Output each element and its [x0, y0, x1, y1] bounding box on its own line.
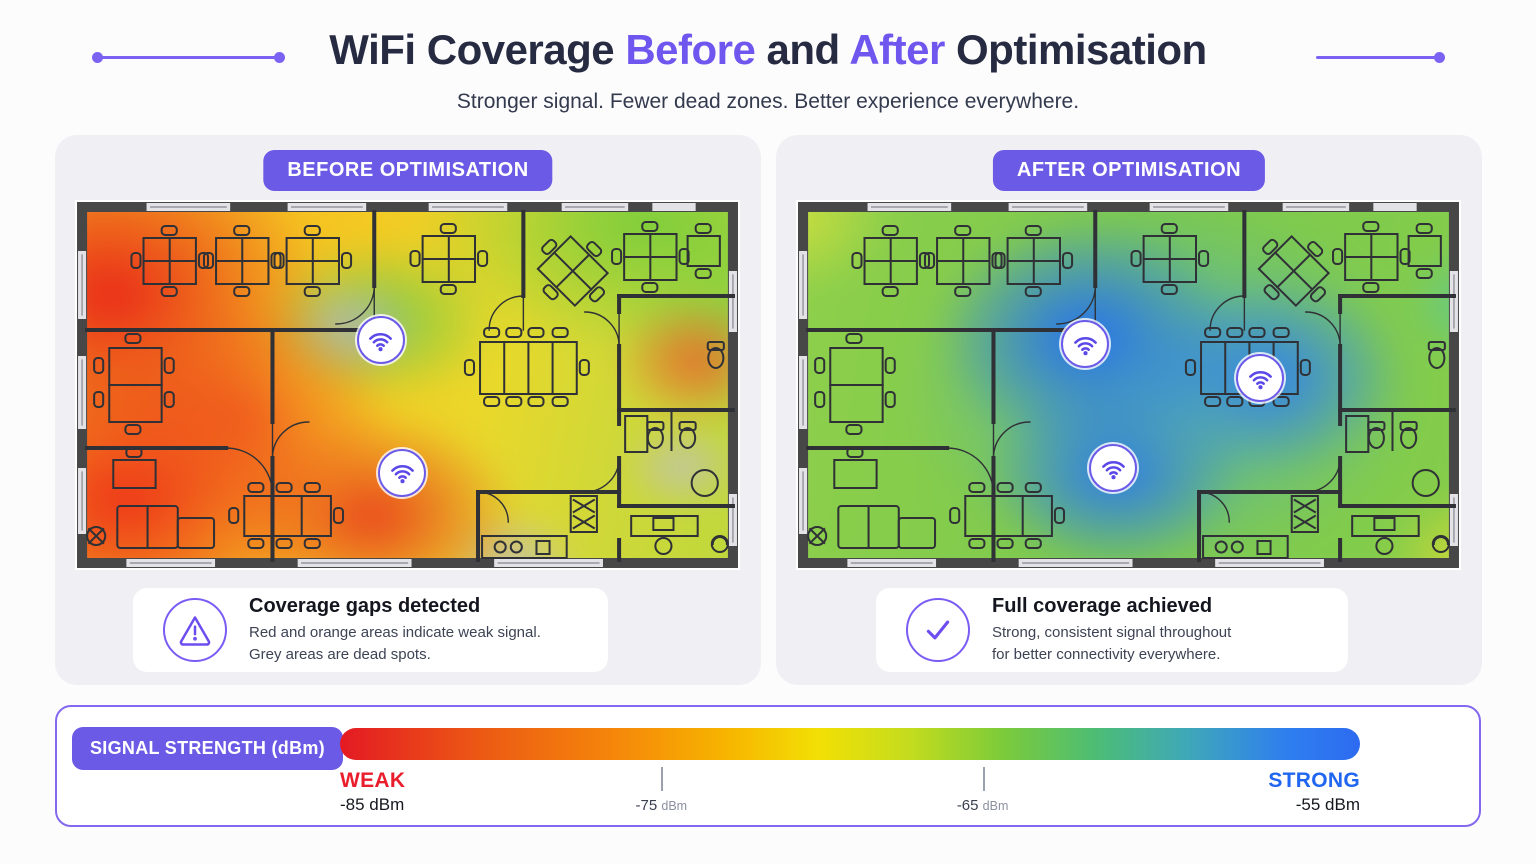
- title-segment: Optimisation: [944, 26, 1207, 73]
- strong-value: -55 dBm: [1295, 795, 1360, 814]
- legend-tick: [661, 767, 664, 791]
- legend-tick-label: -75 dBm: [635, 797, 688, 814]
- weak-label: WEAK: [340, 769, 406, 792]
- after-heatmap: [807, 211, 1450, 559]
- after-badge: AFTER OPTIMISATION: [992, 150, 1266, 191]
- legend-tick: [982, 767, 985, 791]
- header-decor-line-right: [1316, 52, 1445, 63]
- before-floorplan: [75, 200, 740, 570]
- callout-line: for better connectivity everywhere.: [992, 645, 1221, 663]
- after-panel: AFTER OPTIMISATION: [776, 135, 1482, 685]
- callout-text: Coverage gaps detected Red and orange ar…: [249, 595, 541, 665]
- legend-tick-label: -65 dBm: [956, 797, 1009, 814]
- check-icon: [906, 598, 970, 662]
- warning-icon: [163, 598, 227, 662]
- wifi-access-point-icon: [356, 316, 405, 364]
- callout-line: Grey areas are dead spots.: [249, 645, 431, 663]
- page-subtitle: Stronger signal. Fewer dead zones. Bette…: [456, 90, 1080, 113]
- after-callout: Full coverage achieved Strong, consisten…: [876, 588, 1348, 672]
- title-highlight-after: After: [849, 26, 945, 73]
- title-segment: and: [755, 26, 850, 73]
- title-highlight-before: Before: [625, 26, 756, 73]
- callout-line: Red and orange areas indicate weak signa…: [249, 624, 541, 642]
- page-title: WiFi Coverage Before and After Optimisat…: [0, 26, 1536, 74]
- decor-dot: [1434, 52, 1445, 63]
- callout-title: Full coverage achieved: [992, 595, 1213, 618]
- wifi-access-point-icon: [1061, 320, 1110, 369]
- strong-label: STRONG: [1268, 769, 1360, 792]
- before-badge: BEFORE OPTIMISATION: [263, 150, 553, 191]
- before-heatmap: [86, 211, 729, 559]
- wifi-access-point-icon: [378, 448, 427, 497]
- header-decor-line-left: [92, 52, 285, 63]
- title-segment: WiFi Coverage: [329, 26, 626, 73]
- decor-dot: [274, 52, 285, 63]
- after-floorplan: [796, 200, 1461, 570]
- wifi-access-point-icon: [1089, 444, 1138, 493]
- decor-dot: [92, 52, 103, 63]
- legend-badge: SIGNAL STRENGTH (dBm): [72, 727, 343, 770]
- before-panel: BEFORE OPTIMISATION: [55, 135, 761, 685]
- signal-gradient-bar: [340, 728, 1360, 760]
- callout-text: Full coverage achieved Strong, consisten…: [992, 595, 1231, 665]
- before-callout: Coverage gaps detected Red and orange ar…: [133, 588, 608, 672]
- callout-line: Strong, consistent signal throughout: [992, 624, 1232, 642]
- signal-strength-legend: SIGNAL STRENGTH (dBm) WEAK -85 dBm STRON…: [55, 705, 1481, 827]
- callout-title: Coverage gaps detected: [249, 595, 481, 618]
- weak-value: -85 dBm: [340, 795, 405, 814]
- wifi-access-point-icon: [1236, 354, 1285, 403]
